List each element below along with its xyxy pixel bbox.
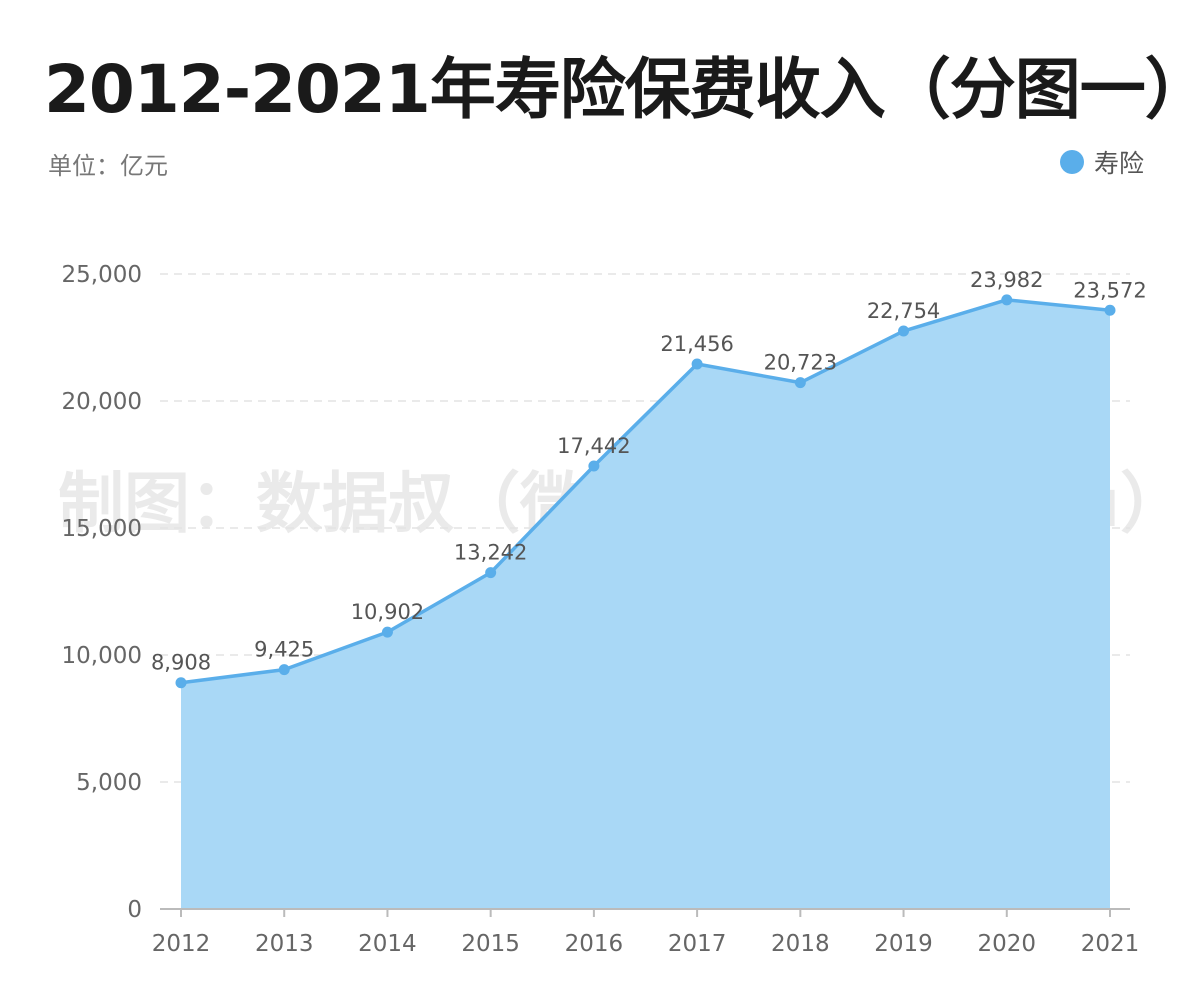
x-tick-label: 2015 bbox=[461, 931, 520, 957]
x-tick-label: 2018 bbox=[771, 931, 830, 957]
y-tick-label: 25,000 bbox=[62, 262, 142, 288]
series-line bbox=[180, 298, 1111, 685]
x-tick-label: 2020 bbox=[978, 931, 1037, 957]
data-point bbox=[485, 567, 497, 579]
x-tick-label: 2014 bbox=[358, 931, 417, 957]
legend-marker bbox=[1059, 150, 1084, 174]
data-label: 8,908 bbox=[151, 651, 211, 675]
data-point bbox=[794, 377, 806, 389]
legend: 寿险 bbox=[1059, 144, 1144, 180]
data-point bbox=[381, 626, 393, 638]
x-tick-label: 2013 bbox=[255, 931, 314, 957]
data-label: 23,982 bbox=[970, 268, 1043, 292]
legend-label: 寿险 bbox=[1093, 149, 1144, 178]
data-label: 17,442 bbox=[557, 434, 630, 458]
x-tick-label: 2019 bbox=[874, 931, 933, 957]
chart-title: 2012-2021年寿险保费收入（分图一） bbox=[44, 51, 1200, 128]
data-label: 9,425 bbox=[254, 638, 314, 662]
data-label: 13,242 bbox=[454, 541, 527, 565]
data-point bbox=[588, 460, 600, 472]
data-point bbox=[278, 664, 290, 676]
y-tick-label: 15,000 bbox=[62, 516, 142, 542]
x-tick-label: 2012 bbox=[152, 931, 211, 957]
data-label: 23,572 bbox=[1073, 278, 1146, 302]
data-point bbox=[691, 358, 703, 370]
y-tick-label: 5,000 bbox=[76, 770, 142, 796]
data-label: 22,754 bbox=[867, 299, 940, 323]
x-tick-label: 2016 bbox=[565, 931, 624, 957]
x-tick-label: 2017 bbox=[668, 931, 727, 957]
y-tick-label: 0 bbox=[127, 897, 142, 923]
data-point bbox=[175, 677, 187, 689]
data-label: 21,456 bbox=[660, 332, 733, 356]
data-label: 20,723 bbox=[764, 351, 837, 375]
data-point bbox=[898, 325, 910, 337]
data-label: 10,902 bbox=[351, 600, 424, 624]
y-tick-label: 10,000 bbox=[62, 643, 142, 669]
y-tick-label: 20,000 bbox=[62, 389, 142, 415]
series-area bbox=[181, 299, 1110, 910]
unit-label: 单位：亿元 bbox=[48, 152, 168, 180]
x-tick-label: 2021 bbox=[1081, 931, 1140, 957]
data-point bbox=[1001, 294, 1013, 306]
data-point bbox=[1104, 304, 1116, 316]
